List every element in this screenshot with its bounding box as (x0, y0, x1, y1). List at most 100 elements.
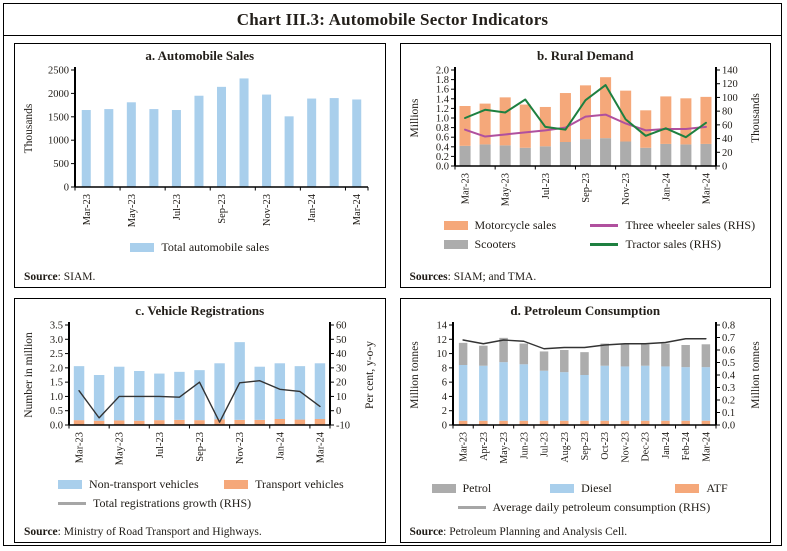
svg-text:Mar-23: Mar-23 (458, 432, 469, 462)
svg-text:Oct-23: Oct-23 (600, 432, 611, 460)
svg-text:10: 10 (436, 349, 447, 360)
svg-text:0.7: 0.7 (722, 333, 735, 344)
svg-text:2.0: 2.0 (50, 363, 63, 374)
svg-text:Jan-24: Jan-24 (661, 432, 672, 459)
svg-text:0: 0 (722, 162, 727, 173)
legend-label: Total automobile sales (161, 240, 270, 254)
svg-text:10: 10 (336, 392, 347, 403)
svg-text:Feb-24: Feb-24 (681, 432, 692, 460)
svg-text:0.0: 0.0 (50, 421, 63, 432)
legend-label: Total registrations growth (RHS) (93, 496, 252, 510)
svg-text:Nov-23: Nov-23 (621, 173, 632, 205)
avg-daily-consumption-line-swatch (457, 506, 486, 509)
svg-text:Nov-23: Nov-23 (620, 432, 631, 463)
legend-label: Tractor sales (RHS) (625, 237, 722, 251)
svg-text:500: 500 (54, 159, 70, 170)
source-text: : Ministry of Road Transport and Highway… (57, 526, 262, 538)
panel-automobile-sales: a. Automobile Sales 0 500 1000 1500 2000 2500… (14, 43, 386, 288)
svg-text:1.6: 1.6 (436, 85, 449, 96)
svg-text:0.0: 0.0 (436, 162, 449, 173)
svg-text:20: 20 (336, 378, 347, 389)
svg-text:Mar-23: Mar-23 (460, 173, 471, 204)
svg-text:3.0: 3.0 (50, 335, 63, 346)
svg-text:30: 30 (336, 363, 347, 374)
panel-b-source: Sources: SIAM; and TMA. (410, 271, 537, 283)
source-text: : Petroleum Planning and Analysis Cell. (443, 526, 628, 538)
svg-text:Sep-23: Sep-23 (580, 432, 591, 460)
svg-text:Jan-24: Jan-24 (661, 172, 672, 201)
svg-text:Jul-23: Jul-23 (539, 432, 550, 457)
svg-text:120: 120 (722, 79, 738, 90)
svg-text:6: 6 (442, 378, 447, 389)
svg-text:Mar-24: Mar-24 (701, 172, 712, 204)
svg-text:0.5: 0.5 (50, 406, 63, 417)
legend-item: Three wheeler sales (RHS) (590, 218, 763, 233)
panel-c-title: c. Vehicle Registrations (135, 303, 265, 318)
svg-text:Nov-23: Nov-23 (262, 194, 273, 226)
svg-text:Per cent, y-o-y: Per cent, y-o-y (364, 341, 376, 409)
legend-item: ATF (675, 481, 761, 496)
source-text: : SIAM. (57, 271, 96, 283)
panel-c-source: Source: Ministry of Road Transport and H… (24, 526, 262, 538)
svg-text:60: 60 (336, 321, 347, 332)
panel-d-title: d. Petroleum Consumption (510, 303, 661, 318)
svg-text:0: 0 (442, 421, 447, 432)
panel-a-source: Source: SIAM. (24, 271, 95, 283)
svg-text:Dec-23: Dec-23 (640, 432, 651, 461)
svg-text:2.0: 2.0 (436, 66, 449, 77)
petrol-swatch (431, 484, 456, 493)
svg-text:40: 40 (722, 134, 733, 145)
svg-text:Million tonnes: Million tonnes (409, 341, 421, 409)
svg-text:50: 50 (336, 335, 347, 346)
diesel-swatch (550, 484, 575, 493)
svg-text:Mar-23: Mar-23 (82, 194, 93, 225)
svg-text:0.1: 0.1 (722, 408, 735, 419)
svg-text:1.5: 1.5 (50, 378, 63, 389)
svg-text:Jul-23: Jul-23 (155, 432, 166, 458)
svg-text:Millions: Millions (409, 98, 421, 138)
petroleum-consumption-chart: 0 2 4 6 8 10 12 14 0.0 0.10.2 0.30.4 0.50.6 0.70.8 Ma… (409, 321, 762, 464)
svg-text:Apr-23: Apr-23 (479, 432, 490, 461)
legend-label: Motorcycle sales (474, 218, 557, 232)
svg-text:0.2: 0.2 (436, 152, 449, 163)
svg-text:0.2: 0.2 (722, 396, 735, 407)
svg-text:1.8: 1.8 (436, 75, 449, 86)
svg-text:2500: 2500 (48, 66, 69, 77)
title-bar: Chart III.3: Automobile Sector Indicator… (4, 4, 781, 36)
scooters-swatch (443, 240, 468, 249)
svg-text:Sep-23: Sep-23 (581, 173, 592, 203)
svg-text:0.8: 0.8 (722, 321, 735, 332)
legend-label: Diesel (581, 481, 612, 495)
source-prefix: Source (24, 271, 58, 283)
legend-label: Non-transport vehicles (89, 477, 199, 491)
non-transport-vehicles-swatch (58, 480, 82, 489)
svg-text:20: 20 (722, 148, 733, 159)
vehicle-registrations-chart: 0.0 0.5 1.0 1.5 2.0 2.5 3.0 3.5 -10 0 10 20 30 40 50 60… (23, 321, 376, 466)
source-text: : SIAM; and TMA. (447, 271, 537, 283)
panel-b-legend: Motorcycle sales Three wheeler sales (RH… (404, 216, 768, 252)
svg-text:80: 80 (722, 107, 733, 118)
tractor-line-swatch (590, 243, 619, 246)
svg-text:Mar-24: Mar-24 (701, 432, 712, 462)
panel-a-legend: Total automobile sales (18, 240, 382, 255)
svg-text:May-23: May-23 (500, 173, 511, 206)
svg-text:100: 100 (722, 93, 738, 104)
motorcycle-sales-swatch (443, 221, 468, 230)
svg-text:Mar-24: Mar-24 (352, 193, 363, 225)
svg-text:Thousands: Thousands (750, 93, 762, 143)
svg-text:140: 140 (722, 66, 738, 77)
legend-item: Average daily petroleum consumption (RHS… (432, 500, 761, 515)
svg-text:0: 0 (64, 183, 69, 194)
svg-text:1.0: 1.0 (50, 392, 63, 403)
panel-grid: a. Automobile Sales 0 500 1000 1500 2000 2500… (4, 36, 781, 550)
svg-text:60: 60 (722, 120, 733, 131)
panel-petroleum-consumption: d. Petroleum Consumption 0 2 4 6 8 10 12 14 0.0 0… (399, 298, 771, 543)
svg-text:14: 14 (436, 321, 447, 332)
legend-label: Average daily petroleum consumption (RHS… (492, 500, 711, 514)
svg-text:1.2: 1.2 (436, 104, 449, 115)
svg-text:0.0: 0.0 (722, 421, 735, 432)
svg-text:Thousands: Thousands (23, 103, 35, 153)
svg-text:Sep-23: Sep-23 (195, 432, 206, 462)
legend-item: Scooters (443, 237, 591, 252)
svg-text:2: 2 (442, 406, 447, 417)
